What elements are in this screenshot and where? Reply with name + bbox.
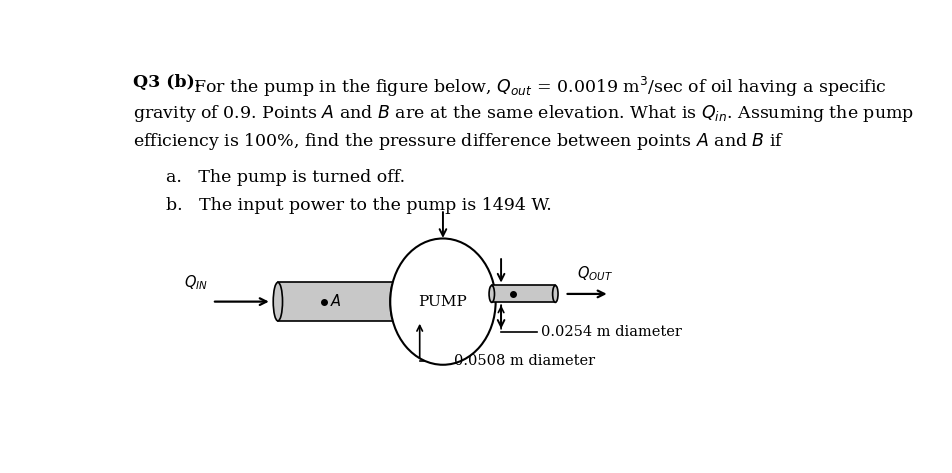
Ellipse shape	[273, 282, 283, 321]
Text: efficiency is 100%, find the pressure difference between points $\it{A}$ and $\i: efficiency is 100%, find the pressure di…	[133, 131, 784, 152]
Text: $\it{B}$: $\it{B}$	[519, 286, 530, 302]
Text: b.   The input power to the pump is 1494 W.: b. The input power to the pump is 1494 W…	[166, 197, 551, 214]
Ellipse shape	[489, 285, 494, 302]
Bar	[278, 282, 394, 321]
Text: Q3 (b).: Q3 (b).	[133, 74, 201, 91]
Bar	[492, 285, 555, 302]
Text: 0.0254 m diameter: 0.0254 m diameter	[542, 324, 683, 339]
Text: $\it{Q}_{OUT}$: $\it{Q}_{OUT}$	[577, 264, 613, 283]
Ellipse shape	[390, 282, 398, 321]
Ellipse shape	[552, 285, 558, 302]
Text: $\it{Q}_{IN}$: $\it{Q}_{IN}$	[184, 273, 208, 292]
Text: For the pump in the figure below, $\it{Q}_{out}$ = 0.0019 m$^3$/sec of oil havin: For the pump in the figure below, $\it{Q…	[193, 74, 887, 98]
Text: PUMP: PUMP	[419, 295, 467, 308]
Text: $\it{A}$: $\it{A}$	[329, 293, 342, 309]
Text: a.   The pump is turned off.: a. The pump is turned off.	[166, 169, 405, 186]
Text: gravity of 0.9. Points $\it{A}$ and $\it{B}$ are at the same elevation. What is : gravity of 0.9. Points $\it{A}$ and $\it…	[133, 103, 914, 123]
Text: 0.0508 m diameter: 0.0508 m diameter	[454, 354, 595, 368]
Ellipse shape	[390, 238, 496, 365]
